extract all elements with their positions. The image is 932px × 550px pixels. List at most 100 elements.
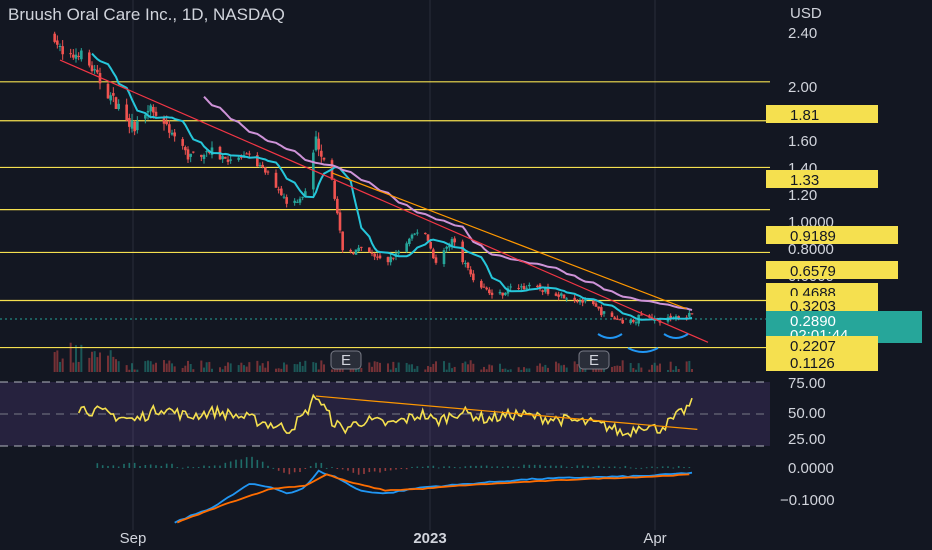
volume-bar [371, 366, 373, 372]
earnings-marker-2[interactable]: E [578, 350, 610, 370]
volume-bars [53, 342, 693, 372]
macd-pane[interactable] [96, 456, 693, 524]
candle-body [184, 147, 187, 151]
histogram-bar [373, 468, 376, 472]
candle-body [610, 312, 614, 317]
volume-bar [56, 350, 59, 372]
candle-body [426, 234, 430, 241]
volume-bar [688, 360, 691, 372]
candle-body [370, 252, 374, 254]
histogram-bar [117, 466, 120, 468]
histogram-bar [235, 459, 237, 468]
candle-body [554, 293, 558, 296]
histogram-bar [501, 466, 504, 468]
volume-bar [395, 367, 397, 372]
volume-bar [173, 366, 176, 372]
earnings-letter: E [589, 352, 599, 369]
volume-bar [128, 369, 131, 372]
price-pane[interactable]: E E Bruush Oral Care Inc., 1D, NASDAQ [0, 5, 770, 372]
volume-bar [501, 368, 504, 372]
histogram-bar [149, 464, 152, 468]
volume-bar [667, 369, 669, 372]
volume-bar [240, 362, 243, 372]
volume-bar [389, 369, 392, 372]
histogram-bar [581, 465, 584, 468]
candle-body [413, 233, 416, 235]
candle-body [237, 157, 240, 160]
candle-body [522, 285, 526, 290]
histogram-bar [213, 465, 216, 468]
histogram-bar [464, 466, 467, 468]
histogram-bar [592, 467, 595, 469]
histogram-bar [405, 468, 408, 470]
candle-body [277, 189, 280, 191]
volume-bar [517, 367, 520, 372]
price-axis[interactable]: USD 2.40 2.00 1.60 1.40 1.20 1.0000 0.80… [766, 5, 922, 509]
candle-body [258, 165, 262, 167]
volume-bar [536, 365, 539, 372]
volume-bar [464, 361, 467, 372]
rsi-pane[interactable] [0, 381, 770, 447]
macd-tick: 0.0000 [788, 460, 834, 477]
histogram-bar [288, 468, 291, 475]
candle-body [597, 306, 600, 309]
volume-bar [544, 364, 547, 372]
histogram-bar [507, 466, 509, 468]
histogram-bar [613, 466, 616, 468]
histogram-bar [309, 466, 312, 468]
volume-bar [653, 362, 656, 372]
histogram-bar [661, 466, 664, 468]
candle-body [688, 312, 691, 317]
histogram-bar [341, 468, 344, 470]
volume-bar [264, 367, 267, 372]
volume-bar [187, 360, 189, 372]
histogram-bar [320, 462, 323, 468]
earnings-badge [330, 350, 362, 370]
histogram-bar [261, 461, 264, 468]
candle-body [77, 55, 80, 57]
earnings-marker-1[interactable]: E [330, 350, 362, 370]
histogram-bar [293, 468, 296, 473]
volume-bar [555, 361, 557, 372]
candle-body [96, 69, 99, 73]
volume-bar [373, 361, 376, 372]
candle-body [349, 250, 352, 252]
volume-bar [317, 369, 320, 372]
histogram-bar [624, 465, 627, 468]
histogram-bar [416, 466, 419, 468]
histogram-bar [672, 467, 675, 469]
histogram-bar [101, 465, 104, 468]
volume-bar [621, 360, 624, 372]
candle-body [128, 118, 131, 127]
candle-body [410, 234, 414, 239]
volume-bar [112, 356, 115, 372]
level-label: 0.1126 [766, 353, 878, 372]
histogram-bar [299, 468, 301, 473]
volume-bar [267, 361, 269, 372]
level-label: 1.81 [766, 105, 878, 124]
rsi-trendline [315, 395, 698, 430]
candle-body [640, 314, 643, 316]
volume-bar [499, 363, 501, 372]
candle-body [386, 257, 390, 263]
time-axis[interactable]: Sep 2023 Apr [120, 530, 667, 547]
candle-body [546, 286, 550, 294]
candle-body [280, 188, 283, 196]
volume-bar [675, 366, 677, 372]
candle-body [432, 249, 435, 259]
histogram-bar [576, 465, 579, 468]
histogram-bar [523, 464, 525, 468]
volume-bar [211, 368, 213, 372]
candle-body [58, 46, 62, 48]
svg-text:0.1126: 0.1126 [790, 355, 835, 372]
histogram-bar [112, 465, 115, 468]
volume-bar [315, 362, 317, 372]
histogram-bar [192, 467, 195, 469]
volume-bar [227, 362, 229, 372]
candle-body [424, 232, 427, 235]
candle-body [677, 316, 680, 319]
volume-bar [480, 369, 483, 372]
volume-bar [96, 357, 99, 372]
candle-body [301, 196, 304, 198]
